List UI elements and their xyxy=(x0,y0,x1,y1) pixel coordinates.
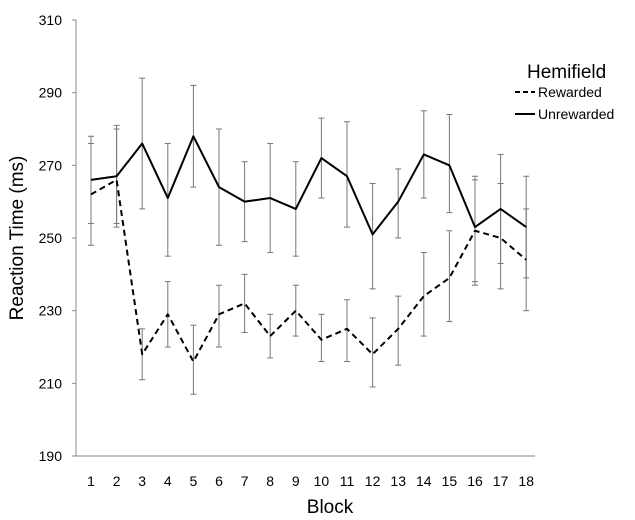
x-tick-label: 10 xyxy=(314,473,330,489)
x-tick-label: 3 xyxy=(138,473,146,489)
y-tick-label: 230 xyxy=(39,303,63,319)
x-tick-label: 11 xyxy=(340,473,355,489)
x-tick-label: 8 xyxy=(266,473,274,489)
legend: Hemifield Rewarded Unrewarded xyxy=(515,62,614,122)
x-tick-label: 2 xyxy=(113,473,121,489)
error-bars xyxy=(88,77,530,395)
x-axis-title: Block xyxy=(307,497,354,518)
x-tick-labels: 1 2 3 4 5 6 7 8 9 10 11 12 13 14 15 16 17 18 xyxy=(87,473,534,489)
y-tick-label: 250 xyxy=(39,230,63,246)
x-tick-label: 9 xyxy=(292,473,300,489)
y-tick-labels: 190 210 230 250 270 290 310 xyxy=(39,12,76,464)
x-tick-label: 13 xyxy=(390,473,406,489)
x-tick-label: 1 xyxy=(87,473,95,489)
x-tick-label: 7 xyxy=(241,473,249,489)
legend-label-unrewarded: Unrewarded xyxy=(538,106,614,122)
y-tick-label: 190 xyxy=(39,448,63,464)
series-lines xyxy=(90,135,527,363)
x-tick-label: 16 xyxy=(467,473,483,489)
y-tick-label: 310 xyxy=(39,12,63,28)
y-tick-label: 270 xyxy=(39,157,63,173)
y-tick-label: 290 xyxy=(39,85,63,101)
y-axis-title: Reaction Time (ms) xyxy=(7,156,28,321)
x-tick-label: 12 xyxy=(365,473,381,489)
legend-title: Hemifield xyxy=(527,62,606,83)
x-tick-label: 14 xyxy=(416,473,432,489)
y-tick-label: 210 xyxy=(39,375,63,391)
series-line-unrewarded xyxy=(90,135,527,236)
x-tick-label: 15 xyxy=(442,473,458,489)
series-line-rewarded xyxy=(90,178,527,363)
x-tick-label: 17 xyxy=(493,473,509,489)
legend-label-rewarded: Rewarded xyxy=(538,84,602,100)
x-tick-label: 5 xyxy=(190,473,198,489)
x-tick-label: 4 xyxy=(164,473,172,489)
x-tick-label: 6 xyxy=(215,473,223,489)
x-tick-label: 18 xyxy=(518,473,534,489)
